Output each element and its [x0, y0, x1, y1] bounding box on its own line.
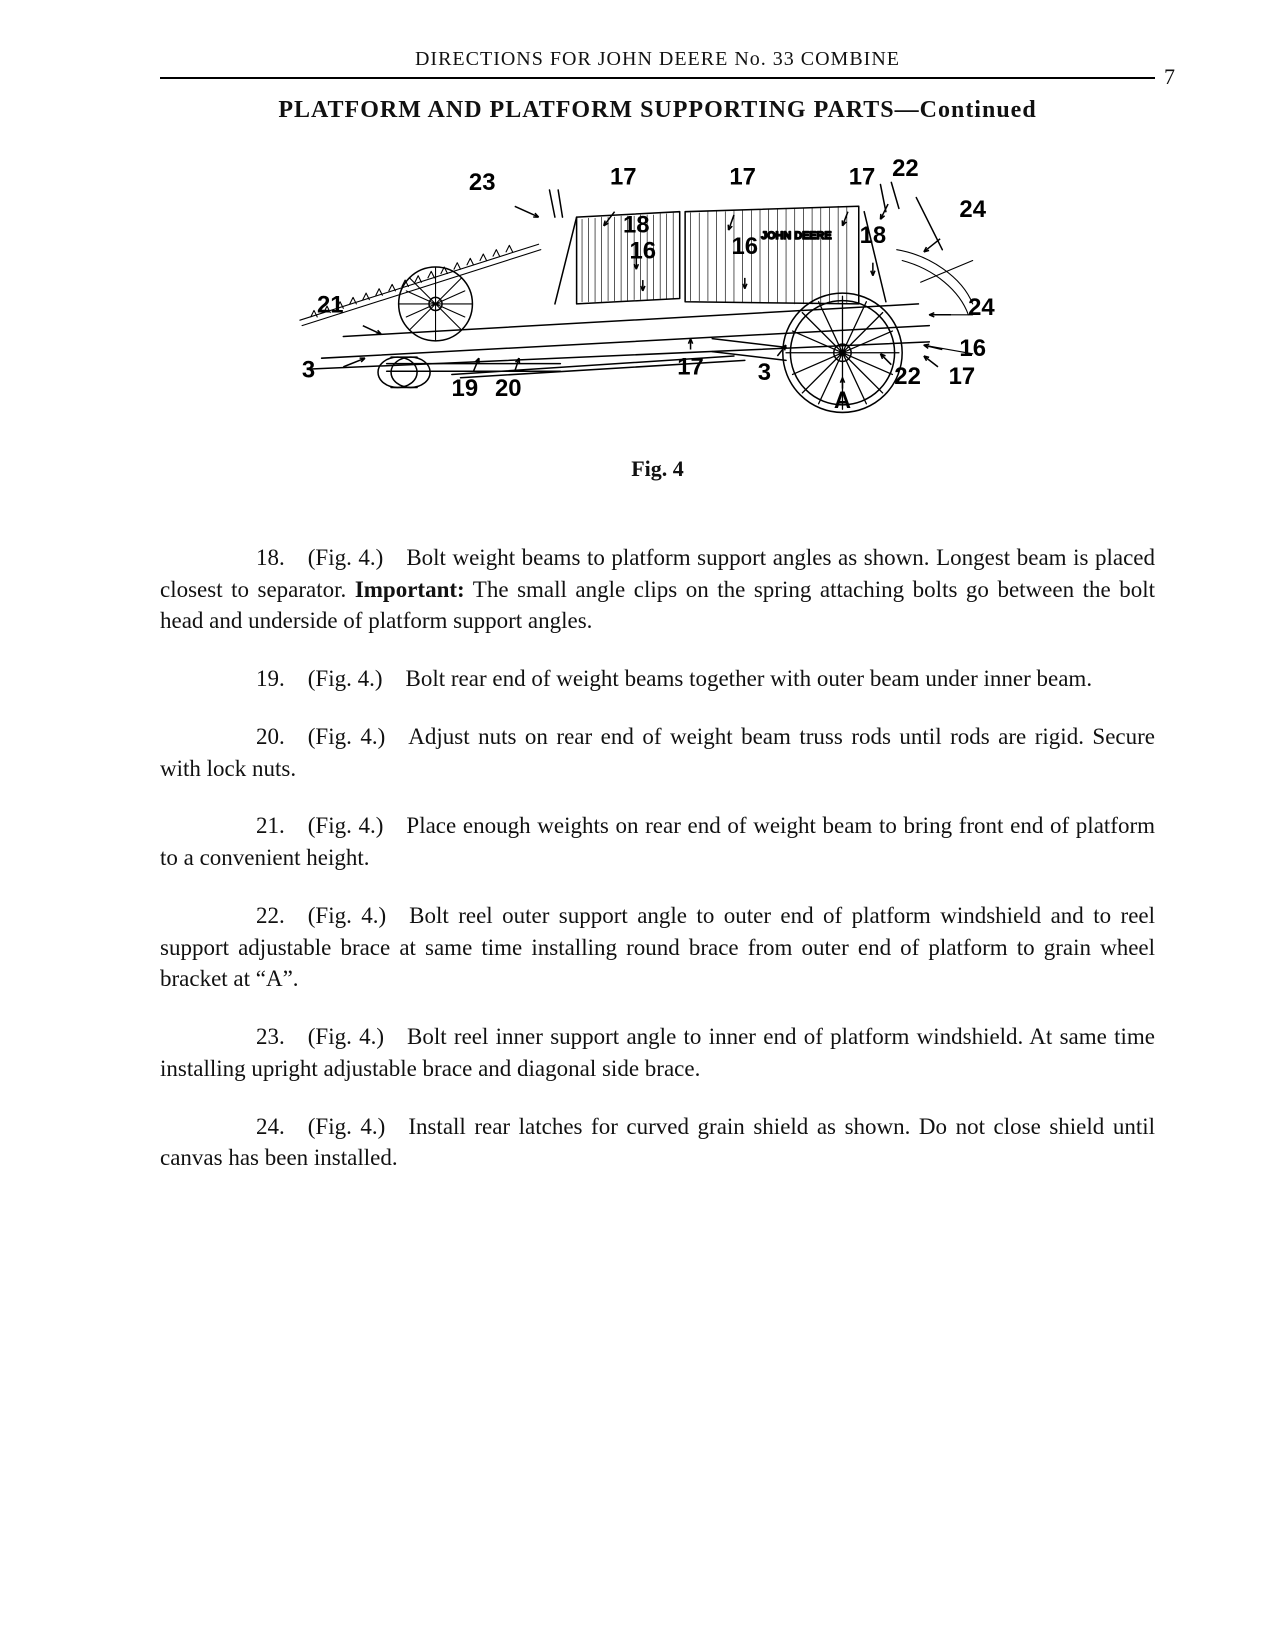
callout-label: 19 — [451, 375, 478, 402]
instruction-paragraph: 22. (Fig. 4.) Bolt reel outer support an… — [160, 900, 1155, 995]
callout-label: 17 — [610, 164, 637, 191]
figure-reference: (Fig. 4.) — [308, 724, 386, 749]
callout-label: 20 — [494, 375, 521, 402]
paragraph-number: 21. — [208, 810, 285, 842]
callout-label: 22 — [894, 363, 921, 390]
figure-reference: (Fig. 4.) — [308, 545, 384, 570]
figure: JOHN DEERE — [278, 152, 1038, 482]
running-head: DIRECTIONS FOR JOHN DEERE No. 33 COMBINE — [160, 48, 1155, 71]
body-text: 18. (Fig. 4.) Bolt weight beams to platf… — [160, 542, 1155, 1174]
page: 7 DIRECTIONS FOR JOHN DEERE No. 33 COMBI… — [0, 0, 1275, 1650]
callout-label: 18 — [623, 211, 650, 238]
callout-label: 17 — [729, 164, 756, 191]
callout-label: 23 — [468, 169, 495, 196]
callout-label: 16 — [731, 233, 758, 260]
figure-reference: (Fig. 4.) — [308, 666, 383, 691]
callout-label: 16 — [629, 237, 656, 264]
callout-label: 18 — [859, 222, 886, 249]
paragraph-number: 20. — [208, 721, 285, 753]
paragraph-number: 19. — [208, 663, 285, 695]
header-rule — [160, 77, 1155, 79]
paragraph-number: 22. — [208, 900, 285, 932]
instruction-paragraph: 20. (Fig. 4.) Adjust nuts on rear end of… — [160, 721, 1155, 784]
callout-label: A — [833, 387, 850, 414]
page-number: 7 — [1164, 64, 1175, 90]
callout-label: 17 — [677, 353, 704, 380]
callout-label: 3 — [301, 357, 314, 384]
instruction-paragraph: 21. (Fig. 4.) Place enough weights on re… — [160, 810, 1155, 873]
important-label: Important: — [355, 577, 465, 602]
brand-label: JOHN DEERE — [761, 230, 832, 242]
paragraph-number: 23. — [208, 1021, 285, 1053]
callout-label: 24 — [968, 294, 995, 321]
figure-reference: (Fig. 4.) — [308, 903, 386, 928]
figure-caption: Fig. 4 — [278, 456, 1038, 482]
instruction-paragraph: 18. (Fig. 4.) Bolt weight beams to platf… — [160, 542, 1155, 637]
instruction-paragraph: 23. (Fig. 4.) Bolt reel inner support an… — [160, 1021, 1155, 1084]
callout-label: 16 — [959, 335, 986, 362]
figure-reference: (Fig. 4.) — [308, 1114, 386, 1139]
figure-reference: (Fig. 4.) — [308, 813, 384, 838]
callout-label: 22 — [892, 155, 919, 182]
paragraph-number: 18. — [208, 542, 285, 574]
instruction-paragraph: 24. (Fig. 4.) Install rear latches for c… — [160, 1111, 1155, 1174]
callout-label: 17 — [948, 363, 975, 390]
instruction-paragraph: 19. (Fig. 4.) Bolt rear end of weight be… — [160, 663, 1155, 695]
callout-label: 3 — [757, 359, 770, 386]
figure-svg: JOHN DEERE — [278, 152, 1038, 445]
section-title: PLATFORM AND PLATFORM SUPPORTING PARTS—C… — [160, 97, 1155, 124]
callout-label: 24 — [959, 196, 986, 223]
figure-reference: (Fig. 4.) — [308, 1024, 384, 1049]
paragraph-number: 24. — [208, 1111, 285, 1143]
callout-label: 21 — [317, 292, 344, 319]
callout-label: 17 — [848, 164, 875, 191]
